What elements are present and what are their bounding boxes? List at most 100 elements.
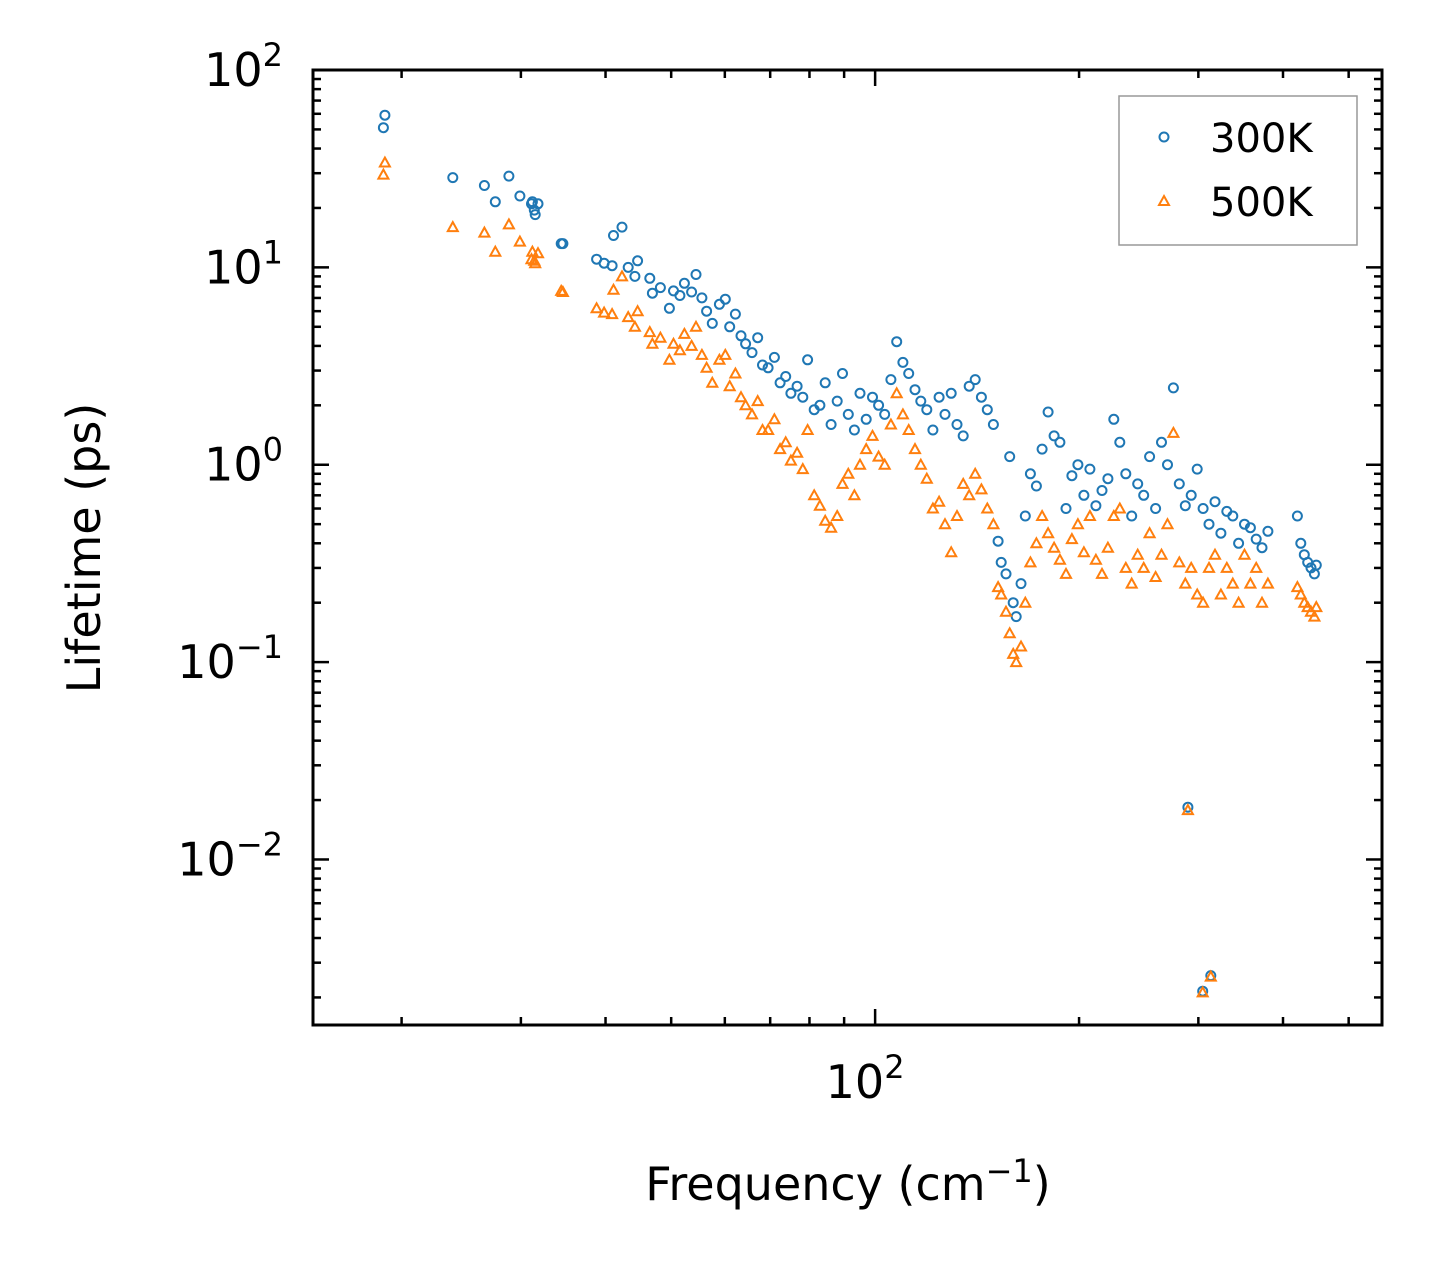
data-point-300K: [1167, 382, 1179, 394]
data-point-300K: [897, 356, 909, 368]
data-point-500K: [513, 234, 527, 247]
data-point-300K: [678, 277, 690, 289]
data-point-300K: [768, 351, 780, 363]
data-point-500K: [1095, 566, 1109, 579]
data-point-300K: [1173, 478, 1185, 490]
data-point-500K: [761, 422, 775, 435]
data-point-300K: [752, 332, 764, 344]
data-point-300K: [762, 362, 774, 374]
data-point-300K: [1030, 480, 1042, 492]
data-point-500K: [1003, 626, 1017, 639]
data-point-300K: [1209, 496, 1221, 508]
data-point-500K: [628, 319, 642, 332]
x-tick-label: 102: [826, 1048, 905, 1109]
data-point-500K: [1190, 587, 1204, 600]
data-point-500K: [1041, 526, 1055, 539]
data-point-300K: [663, 302, 675, 314]
data-point-300K: [1066, 470, 1078, 482]
data-point-300K: [1291, 510, 1303, 522]
data-point-300K: [1114, 436, 1126, 448]
data-point-300K: [1150, 503, 1162, 514]
data-point-500K: [1172, 555, 1186, 568]
data-point-300K: [1102, 473, 1114, 485]
data-point-500K: [528, 256, 542, 269]
y-tick-labels: 102 101 100 10−1 10−2: [177, 36, 283, 886]
data-point-300K: [927, 424, 939, 436]
data-point-300K: [909, 384, 921, 396]
data-point-500K: [813, 498, 827, 511]
data-point-300K: [891, 336, 903, 348]
data-point-300K: [939, 408, 951, 420]
series-500K: [376, 155, 1323, 998]
data-point-500K: [531, 246, 545, 259]
data-point-500K: [1006, 646, 1020, 659]
data-point-500K: [734, 390, 748, 403]
data-point-500K: [666, 336, 681, 349]
data-point-300K: [1019, 510, 1031, 522]
data-point-500K: [1029, 536, 1044, 549]
data-point-300K: [1054, 436, 1066, 448]
data-point-300K: [995, 556, 1007, 568]
data-point-300K: [1244, 522, 1256, 534]
data-point-300K: [1227, 510, 1239, 522]
data-point-300K: [1203, 518, 1215, 530]
data-point-300K: [489, 196, 501, 208]
data-point-500K: [477, 225, 492, 238]
data-point-500K: [773, 442, 787, 455]
data-point-500K: [926, 501, 940, 514]
data-point-500K: [605, 307, 619, 320]
data-point-500K: [699, 360, 714, 373]
data-point-500K: [1166, 425, 1181, 438]
data-point-500K: [378, 155, 392, 168]
data-point-500K: [1089, 552, 1103, 565]
data-point-300K: [447, 172, 459, 184]
data-point-300K: [377, 122, 389, 134]
data-point-500K: [751, 394, 765, 407]
data-point-500K: [677, 326, 692, 339]
data-point-300K: [837, 368, 848, 379]
data-point-500K: [745, 407, 759, 420]
data-point-500K: [1226, 576, 1240, 589]
data-point-300K: [933, 391, 945, 403]
data-point-300K: [644, 272, 656, 284]
data-point-500K: [878, 457, 892, 470]
y-tick-label: 10−2: [177, 825, 283, 886]
data-point-300K: [1078, 489, 1090, 501]
data-point-300K: [478, 180, 490, 191]
data-point-500K: [908, 442, 922, 455]
data-point-300K: [1010, 611, 1022, 623]
data-point-500K: [784, 453, 798, 466]
data-point-500K: [871, 449, 886, 462]
x-axis-label: Frequency (cm−1): [645, 1152, 1050, 1211]
data-point-500K: [1231, 595, 1246, 608]
data-point-300K: [1004, 451, 1016, 463]
data-point-500K: [1018, 595, 1032, 608]
data-point-300K: [686, 286, 698, 298]
data-point-500K: [896, 407, 910, 420]
data-point-300K: [1233, 537, 1245, 549]
data-point-500K: [835, 476, 850, 489]
data-point-500K: [790, 445, 804, 458]
data-point-500K: [1113, 501, 1127, 514]
data-point-300K: [1144, 451, 1156, 463]
legend-label-500K: 500K: [1210, 180, 1314, 226]
data-point-500K: [824, 520, 838, 533]
data-point-300K: [915, 395, 927, 407]
data-point-500K: [1009, 655, 1023, 668]
data-point-300K: [1060, 503, 1072, 514]
data-point-300K: [1120, 468, 1132, 480]
data-point-300K: [701, 305, 713, 317]
data-point-500K: [884, 417, 898, 430]
data-point-300K: [842, 408, 854, 420]
data-point-500K: [630, 304, 645, 317]
data-point-500K: [968, 466, 982, 479]
plot-frame: [311, 68, 1384, 1027]
data-point-300K: [674, 290, 686, 301]
data-point-500K: [689, 319, 703, 332]
data-point-500K: [488, 244, 502, 257]
data-point-500K: [1294, 587, 1308, 600]
data-point-500K: [920, 471, 934, 484]
data-point-300K: [713, 298, 725, 310]
data-point-300K: [879, 408, 891, 420]
data-point-300K: [740, 338, 752, 350]
